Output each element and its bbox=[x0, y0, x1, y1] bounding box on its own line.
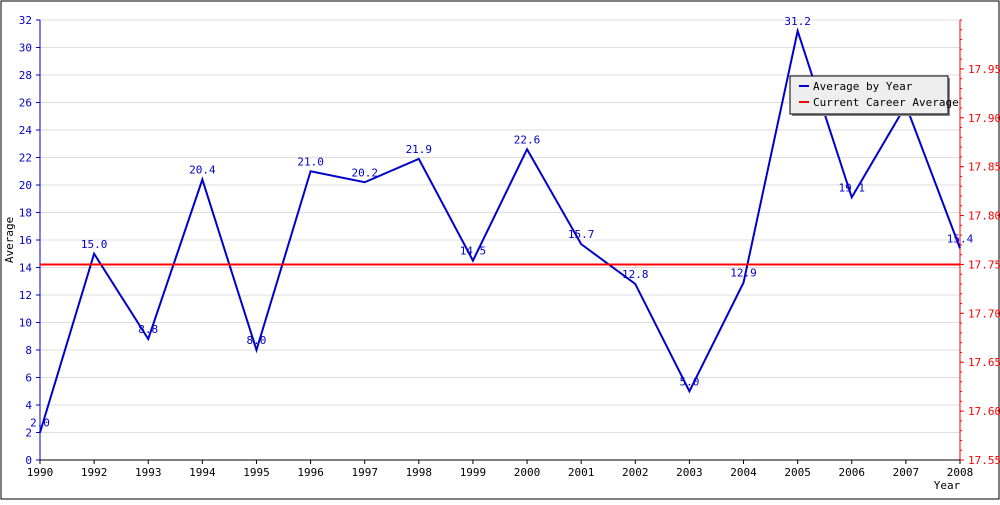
x-tick-label: 1990 bbox=[27, 466, 54, 479]
data-label: 12.9 bbox=[730, 267, 757, 280]
x-tick-label: 2005 bbox=[784, 466, 811, 479]
data-label: 21.0 bbox=[297, 155, 324, 168]
data-label: 5.0 bbox=[679, 375, 699, 388]
legend-box bbox=[789, 75, 949, 115]
x-tick-label: 2001 bbox=[568, 466, 595, 479]
data-labels: 2.0 15.0 8.8 20.4 8.0 21.0 20.2 21.9 14.5 22.6 15.… bbox=[30, 15, 974, 430]
data-label: 14.5 bbox=[460, 245, 487, 258]
series-layer bbox=[39, 27, 961, 433]
y2-tick-label: 17.90 bbox=[968, 112, 1000, 125]
data-label: 20.2 bbox=[351, 166, 378, 179]
x-tick-label: 1998 bbox=[406, 466, 433, 479]
y-tick-label: 10 bbox=[19, 317, 32, 330]
y-tick-label: 18 bbox=[19, 207, 32, 220]
y-tick-label: 22 bbox=[19, 152, 32, 165]
y-tick-label: 6 bbox=[25, 372, 32, 385]
data-label: 31.2 bbox=[784, 15, 811, 28]
data-label: 15.7 bbox=[568, 228, 595, 241]
y-tick-label: 26 bbox=[19, 97, 32, 110]
data-label: 22.6 bbox=[514, 133, 541, 146]
y2-tick-label: 17.60 bbox=[968, 405, 1000, 418]
y-tick-label: 32 bbox=[19, 14, 32, 27]
axes: 0246810121416182022242628303217.5517.601… bbox=[19, 14, 1000, 479]
x-tick-label: 2007 bbox=[893, 466, 920, 479]
series-line-average-by-year bbox=[39, 27, 961, 433]
y-tick-label: 16 bbox=[19, 234, 32, 247]
y-axis-title: Average bbox=[3, 217, 16, 263]
legend-label: Average by Year bbox=[813, 80, 913, 93]
x-tick-label: 2000 bbox=[514, 466, 541, 479]
data-label: 21.9 bbox=[406, 143, 433, 156]
y-tick-label: 28 bbox=[19, 69, 32, 82]
x-tick-label: 1995 bbox=[243, 466, 270, 479]
grid bbox=[40, 19, 960, 433]
y-tick-label: 2 bbox=[25, 427, 32, 440]
y2-tick-label: 17.65 bbox=[968, 356, 1000, 369]
data-label: 15.0 bbox=[81, 238, 108, 251]
legend: Average by Year Current Career Average bbox=[789, 75, 959, 116]
data-label: 2.0 bbox=[30, 417, 50, 430]
y2-tick-label: 17.80 bbox=[968, 210, 1000, 223]
y-tick-label: 24 bbox=[19, 124, 33, 137]
y2-tick-label: 17.55 bbox=[968, 454, 1000, 467]
x-tick-label: 2006 bbox=[839, 466, 866, 479]
data-label: 20.4 bbox=[189, 164, 216, 177]
y2-tick-label: 17.85 bbox=[968, 161, 1000, 174]
x-tick-label: 2008 bbox=[947, 466, 974, 479]
y2-tick-label: 17.95 bbox=[968, 63, 1000, 76]
y-tick-label: 8 bbox=[25, 344, 32, 357]
data-label: 19.1 bbox=[839, 181, 866, 194]
data-label: 12.8 bbox=[622, 268, 649, 281]
y-tick-label: 20 bbox=[19, 179, 32, 192]
x-tick-label: 2002 bbox=[622, 466, 649, 479]
y-tick-label: 14 bbox=[19, 262, 33, 275]
x-tick-label: 1994 bbox=[189, 466, 216, 479]
y2-tick-label: 17.70 bbox=[968, 307, 1000, 320]
y-tick-label: 0 bbox=[25, 454, 32, 467]
x-tick-label: 1999 bbox=[460, 466, 487, 479]
data-label: 15.4 bbox=[947, 232, 974, 245]
y-tick-label: 30 bbox=[19, 42, 32, 55]
y-tick-label: 4 bbox=[25, 399, 32, 412]
x-tick-label: 2004 bbox=[730, 466, 757, 479]
legend-label: Current Career Average bbox=[813, 96, 959, 109]
x-tick-label: 1997 bbox=[351, 466, 378, 479]
x-tick-label: 2003 bbox=[676, 466, 703, 479]
y-tick-label: 12 bbox=[19, 289, 32, 302]
data-label: 8.0 bbox=[247, 334, 267, 347]
data-label: 8.8 bbox=[138, 323, 158, 336]
x-axis-title: Year bbox=[934, 479, 961, 492]
x-tick-label: 1996 bbox=[297, 466, 324, 479]
y2-tick-label: 17.75 bbox=[968, 258, 1000, 271]
x-tick-label: 1993 bbox=[135, 466, 162, 479]
x-tick-label: 1992 bbox=[81, 466, 108, 479]
